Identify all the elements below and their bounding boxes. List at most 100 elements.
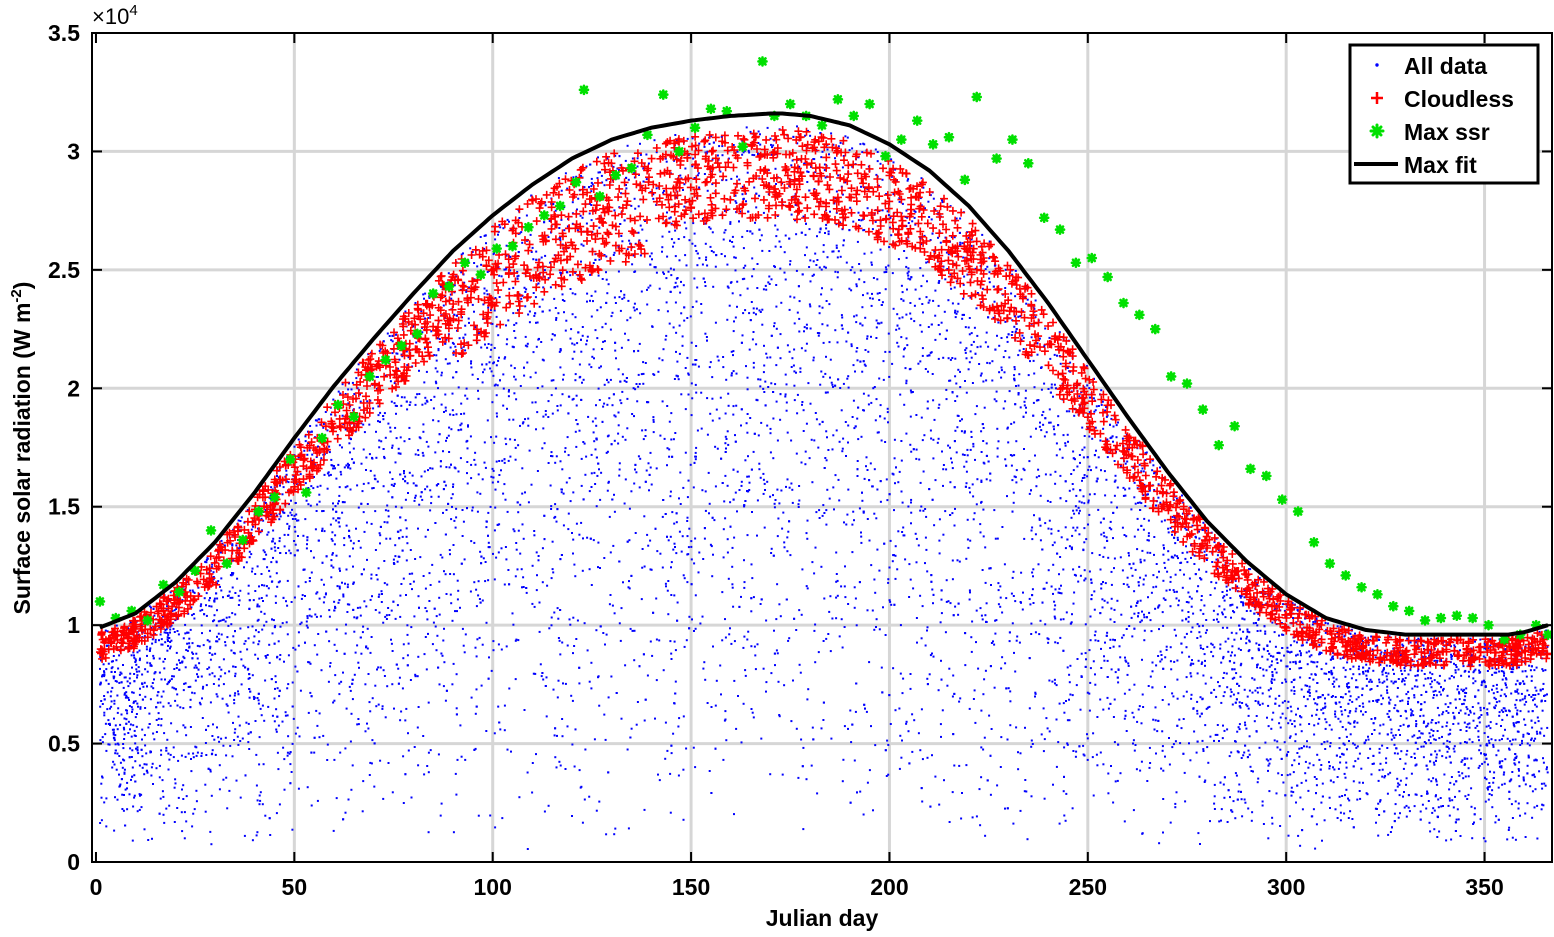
data-point-all	[1507, 829, 1510, 831]
data-point-all	[806, 537, 809, 540]
data-point-all	[1330, 696, 1333, 698]
data-point-all	[1055, 442, 1058, 445]
data-point-all	[1216, 618, 1218, 621]
data-point-all	[797, 506, 800, 508]
data-point-all	[1365, 684, 1368, 687]
data-point-all	[963, 465, 966, 468]
data-point-all	[759, 239, 762, 242]
data-point-all	[521, 241, 524, 244]
data-point-all	[1123, 534, 1126, 536]
data-point-all	[321, 529, 323, 532]
data-point-all	[424, 317, 426, 320]
data-point-all	[580, 350, 583, 353]
data-point-all	[382, 621, 385, 624]
data-point-all	[1088, 709, 1091, 712]
data-point-all	[239, 589, 242, 592]
data-point-all	[176, 704, 179, 707]
data-point-all	[763, 482, 766, 485]
data-point-all	[1204, 664, 1206, 667]
data-point-all	[944, 278, 947, 281]
data-point-all	[143, 828, 146, 831]
data-point-all	[866, 335, 869, 338]
data-point-all	[164, 678, 166, 681]
data-point-all	[114, 752, 117, 755]
data-point-all	[566, 644, 569, 647]
data-point-all	[1248, 631, 1251, 634]
data-point-all	[597, 171, 600, 174]
data-point-all	[790, 366, 793, 368]
data-point-all	[1101, 598, 1104, 601]
data-point-all	[1474, 640, 1476, 643]
data-point-all	[1014, 269, 1017, 272]
data-point-all	[846, 136, 849, 139]
data-point-all	[293, 526, 296, 528]
data-point-all	[167, 702, 170, 705]
data-point-all	[1142, 528, 1145, 531]
data-point-all	[1425, 742, 1427, 745]
data-point-all	[379, 666, 382, 669]
data-point-all	[1259, 629, 1262, 632]
data-point-all	[1161, 699, 1164, 701]
data-point-all	[1242, 630, 1245, 633]
data-point-all	[257, 699, 260, 702]
data-point-all	[187, 631, 190, 634]
data-point-all	[868, 661, 871, 664]
data-point-all	[872, 809, 874, 812]
data-point-all	[561, 735, 564, 738]
data-point-all	[1068, 698, 1070, 701]
data-point-all	[1379, 663, 1382, 666]
data-point-all	[1516, 709, 1519, 712]
data-point-all	[360, 652, 363, 655]
data-point-all	[373, 477, 376, 480]
data-point-all	[1306, 684, 1309, 687]
data-point-all	[1397, 663, 1400, 666]
data-point-all	[196, 751, 199, 754]
data-point-all	[153, 738, 156, 741]
data-point-all	[756, 534, 758, 537]
data-point-all	[968, 598, 971, 601]
data-point-all	[459, 424, 462, 427]
data-point-all	[360, 462, 363, 465]
data-point-all	[227, 624, 230, 627]
data-point-all	[870, 263, 873, 266]
data-point-all	[1318, 758, 1321, 761]
data-point-all	[515, 638, 518, 641]
data-point-all	[975, 641, 977, 644]
data-point-all	[1010, 334, 1013, 336]
data-point-all	[1442, 687, 1445, 690]
data-point-all	[160, 638, 163, 641]
data-point-all	[211, 735, 214, 737]
data-point-all	[988, 277, 991, 280]
data-point-all	[144, 744, 147, 747]
data-point-all	[1248, 753, 1251, 756]
data-point-all	[559, 366, 562, 369]
data-point-all	[902, 534, 905, 537]
data-point-all	[349, 451, 351, 454]
data-point-all	[431, 643, 434, 646]
data-point-all	[1371, 648, 1374, 651]
data-point-all	[529, 233, 532, 236]
data-point-all	[902, 677, 905, 680]
data-point-all	[166, 605, 168, 608]
data-point-all	[1205, 570, 1208, 573]
data-point-all	[1449, 728, 1452, 731]
data-point-all	[1086, 733, 1088, 736]
data-point-all	[1485, 725, 1488, 728]
data-point-all	[1458, 698, 1461, 701]
data-point-all	[1258, 577, 1261, 580]
data-point-all	[330, 576, 333, 579]
data-point-all	[633, 302, 636, 305]
data-point-all	[613, 612, 616, 615]
data-point-all	[724, 412, 727, 415]
data-point-all	[328, 474, 331, 477]
data-point-all	[265, 656, 268, 659]
data-point-all	[418, 503, 421, 506]
data-point-all	[1505, 686, 1508, 689]
data-point-all	[1516, 679, 1519, 682]
data-point-all	[988, 281, 991, 284]
data-point-all	[1433, 828, 1436, 831]
data-point-all	[191, 825, 194, 828]
data-point-all	[1514, 763, 1517, 766]
data-point-all	[1319, 653, 1321, 655]
data-point-all	[639, 153, 642, 156]
